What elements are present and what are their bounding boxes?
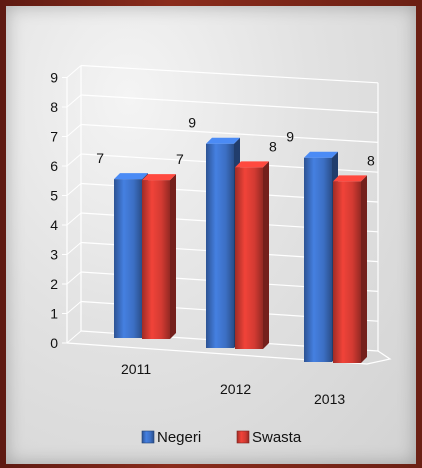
y-tick-label: 0 — [50, 335, 58, 351]
side-gridline — [66, 330, 82, 344]
gridline — [80, 94, 379, 114]
data-label: 9 — [188, 115, 196, 131]
bar-negeri-2012[interactable] — [206, 143, 234, 348]
bar-swasta-2011[interactable] — [142, 180, 170, 339]
y-tick-label: 5 — [50, 188, 58, 204]
side-gridline — [66, 242, 82, 255]
y-tick-label: 7 — [50, 129, 58, 145]
side-gridline — [66, 271, 82, 285]
y-tick-label: 4 — [50, 217, 58, 233]
y-tick-label: 6 — [50, 158, 58, 174]
data-label: 7 — [176, 151, 184, 167]
legend-swatch-negeri — [141, 430, 155, 444]
x-category-label: 2012 — [220, 381, 251, 397]
chart-panel: 0 1 2 3 4 5 6 7 8 9 7 9 9 7 8 8 2011 2012 2013 Negeri Swasta — [6, 6, 416, 464]
data-label: 7 — [96, 150, 104, 166]
bar-side — [170, 174, 176, 339]
data-label: 9 — [286, 129, 294, 145]
side-gridline — [66, 212, 82, 226]
side-gridline — [66, 94, 82, 108]
y-tick-label: 3 — [50, 247, 58, 263]
x-category-label: 2011 — [121, 361, 151, 377]
y-tick-label: 8 — [50, 99, 58, 115]
side-gridline — [66, 301, 82, 314]
bar-negeri-2011[interactable] — [114, 179, 142, 338]
data-label: 8 — [269, 138, 277, 154]
bar-top — [304, 151, 338, 158]
bar-swasta-2013[interactable] — [333, 181, 361, 363]
bar-top — [114, 173, 148, 180]
legend-label-swasta: Swasta — [252, 429, 302, 446]
bar-top — [235, 161, 269, 168]
x-category-label: 2013 — [314, 391, 345, 407]
y-tick-label: 1 — [50, 306, 58, 322]
bar-top — [142, 174, 176, 181]
chart-floor — [66, 342, 392, 365]
y-tick-label: 2 — [50, 276, 58, 292]
legend-label-negeri: Negeri — [157, 429, 201, 446]
side-gridline — [66, 124, 82, 137]
gridline — [80, 64, 379, 84]
legend-swatch-swasta — [236, 430, 250, 444]
side-gridline — [66, 153, 82, 167]
side-gridline — [66, 183, 82, 196]
side-gridline — [66, 65, 82, 78]
bar-top — [333, 175, 367, 182]
bar-side — [361, 175, 367, 363]
data-label: 8 — [367, 152, 375, 168]
bar-negeri-2013[interactable] — [304, 157, 332, 362]
gridline — [80, 123, 379, 143]
bar-side — [263, 161, 269, 349]
bar-top — [206, 137, 240, 144]
bar-swasta-2012[interactable] — [235, 167, 263, 349]
y-tick-label: 9 — [50, 70, 58, 86]
